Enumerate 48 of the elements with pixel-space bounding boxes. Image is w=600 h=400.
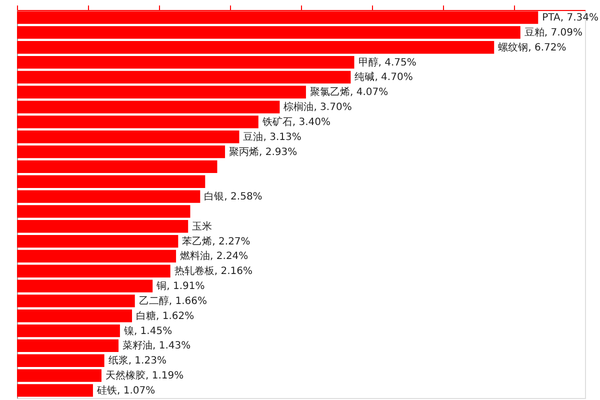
bar <box>17 264 170 278</box>
data-label: 聚丙烯, 2.93% <box>229 146 298 158</box>
bar <box>17 56 354 69</box>
bar <box>17 190 200 203</box>
data-label: 甲醇, 4.75% <box>358 56 416 68</box>
data-label: 硅铁, 1.07% <box>96 384 156 396</box>
bar <box>17 41 494 54</box>
bar <box>17 280 153 292</box>
bar <box>17 234 178 248</box>
data-label: 白糖, 1.62% <box>136 310 194 322</box>
bar <box>17 354 104 367</box>
bar <box>17 339 119 352</box>
bar <box>17 220 188 233</box>
bar <box>17 116 258 128</box>
data-label: 豆油, 3.13% <box>243 130 302 143</box>
data-label: 纸浆, 1.23% <box>108 354 166 367</box>
bar <box>17 250 176 263</box>
bar <box>17 130 240 144</box>
data-label: 热轧卷板, 2.16% <box>174 265 252 278</box>
bar <box>17 369 102 382</box>
data-label: 乙二醇, 1.66% <box>138 294 207 307</box>
data-label: 聚氯乙烯, 4.07% <box>310 86 388 98</box>
data-label: 镍, 1.45% <box>122 324 172 337</box>
data-label: 纯碱, 4.70% <box>354 71 413 84</box>
data-label: 燃料油, 2.24% <box>180 250 248 262</box>
data-label: 白银, 2.58% <box>204 190 262 203</box>
bar <box>17 310 132 322</box>
bar <box>17 86 306 98</box>
data-label: 螺纹钢, 6.72% <box>498 41 566 54</box>
bar <box>17 160 218 174</box>
bar <box>17 384 93 397</box>
data-label: PTA, 7.34% <box>542 12 598 24</box>
data-label: 天然橡胶, 1.19% <box>105 370 184 382</box>
bar <box>17 205 190 218</box>
bar <box>17 100 280 114</box>
data-label: 铜, 1.91% <box>156 281 205 292</box>
bar <box>17 70 351 84</box>
bar <box>17 324 120 338</box>
data-label: 豆粕, 7.09% <box>524 27 583 38</box>
bar <box>17 26 520 39</box>
data-label: 玉米 <box>192 220 212 232</box>
data-label: 苯乙烯, 2.27% <box>182 235 250 248</box>
data-label: 菜籽油, 1.43% <box>122 340 191 352</box>
data-label: 铁矿石, 3.40% <box>261 116 331 128</box>
bar <box>17 145 226 158</box>
bar <box>17 175 206 188</box>
data-label: 棕榈油, 3.70% <box>284 101 352 114</box>
bar <box>17 294 135 308</box>
